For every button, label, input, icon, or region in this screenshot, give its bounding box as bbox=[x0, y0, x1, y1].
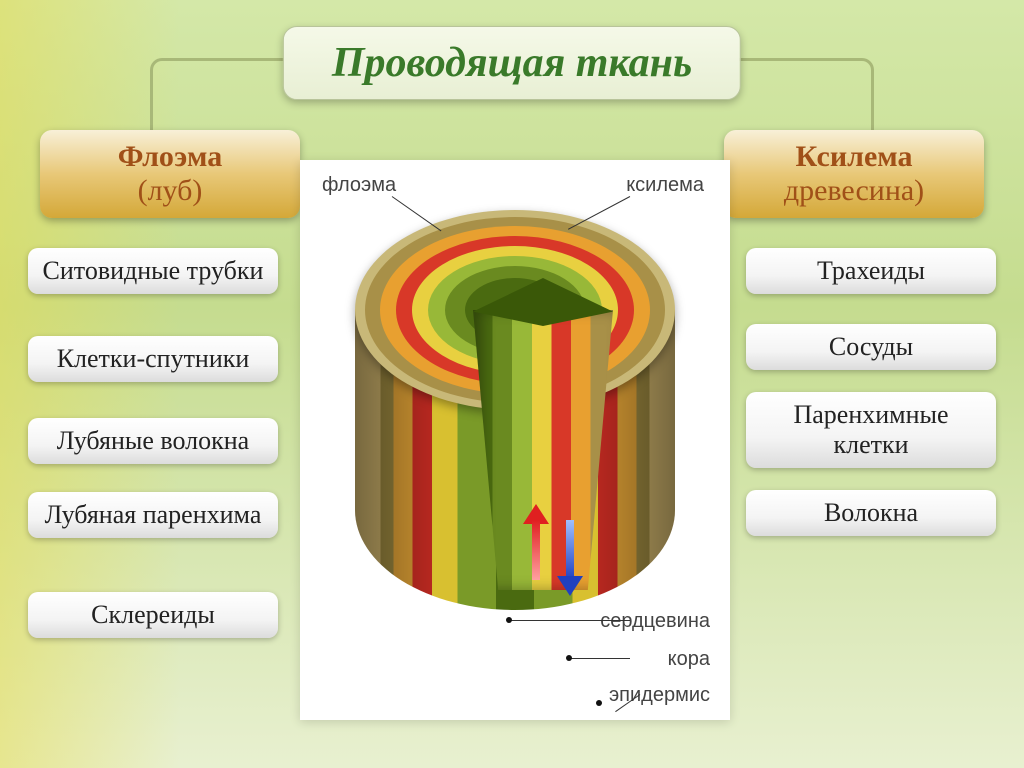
left-item-3: Лубяная паренхима bbox=[28, 492, 278, 538]
stump bbox=[355, 210, 675, 650]
right-item-2: Паренхимные клетки bbox=[746, 392, 996, 468]
label-bark: кора bbox=[668, 648, 710, 671]
arrow-down-icon bbox=[557, 510, 583, 590]
dot-bark bbox=[566, 655, 572, 661]
category-xylem-name: Ксилема bbox=[796, 140, 913, 173]
dot-pith bbox=[506, 617, 512, 623]
label-xylem: ксилема bbox=[626, 174, 704, 197]
right-item-0: Трахеиды bbox=[746, 248, 996, 294]
left-item-1: Клетки-спутники bbox=[28, 336, 278, 382]
left-item-4: Склереиды bbox=[28, 592, 278, 638]
right-item-1: Сосуды bbox=[746, 324, 996, 370]
stem-cross-section-diagram: флоэма ксилема сердцевина кора эпидермис bbox=[300, 160, 730, 720]
category-xylem: Ксилема древесина) bbox=[724, 130, 984, 218]
arrow-up-icon bbox=[523, 510, 549, 590]
page-title: Проводящая ткань bbox=[283, 26, 741, 100]
left-item-2: Лубяные волокна bbox=[28, 418, 278, 464]
category-phloem: Флоэма (луб) bbox=[40, 130, 300, 218]
lead-pith bbox=[510, 620, 630, 621]
dot-epidermis bbox=[596, 700, 602, 706]
category-xylem-alt: древесина) bbox=[732, 174, 976, 208]
label-phloem: флоэма bbox=[322, 174, 396, 197]
left-item-0: Ситовидные трубки bbox=[28, 248, 278, 294]
category-phloem-name: Флоэма bbox=[118, 140, 222, 173]
lead-bark bbox=[570, 658, 630, 659]
category-phloem-alt: (луб) bbox=[48, 174, 292, 208]
right-item-3: Волокна bbox=[746, 490, 996, 536]
